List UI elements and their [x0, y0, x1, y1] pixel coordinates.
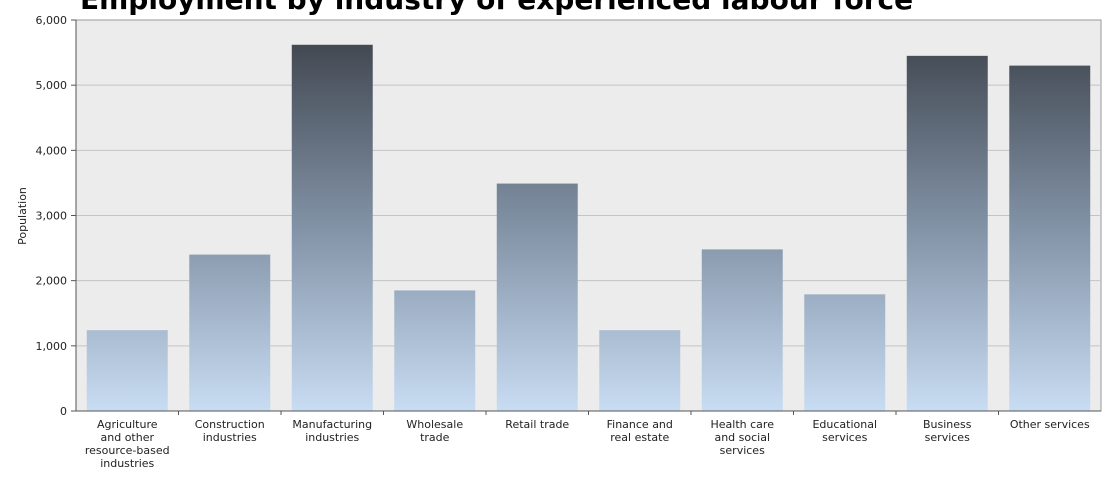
x-axis: Agriculture and other resource-based indust… — [76, 410, 1101, 470]
y-tick-label: 0 — [60, 405, 67, 418]
x-tick-label: Manufacturing industries — [292, 418, 372, 444]
x-tick-label: Agriculture and other resource-based indust… — [85, 418, 170, 470]
y-tick-label: 2,000 — [36, 275, 68, 288]
x-tick-label: Finance and real estate — [607, 418, 673, 444]
y-axis-title: Population — [16, 187, 29, 245]
x-tick-label: Wholesale trade — [406, 418, 463, 444]
bar — [291, 44, 373, 411]
bar — [496, 183, 578, 411]
chart-title: Employment by industry of experienced la… — [80, 0, 913, 16]
x-tick-label: Construction industries — [195, 418, 265, 444]
y-tick-label: 1,000 — [36, 340, 68, 353]
bar — [1009, 65, 1091, 411]
x-tick-label: Retail trade — [505, 418, 569, 431]
bar — [804, 294, 886, 411]
x-tick-label: Business services — [923, 418, 972, 444]
y-axis: 0 1,000 2,000 3,000 4,000 5,000 6,000 — [36, 14, 77, 418]
y-tick-label: 3,000 — [36, 210, 68, 223]
bar — [701, 249, 783, 411]
x-tick-label: Other services — [1010, 418, 1090, 431]
y-tick-label: 6,000 — [36, 14, 68, 27]
bars — [86, 44, 1091, 411]
bar — [394, 290, 476, 411]
y-tick-label: 5,000 — [36, 79, 68, 92]
x-tick-label: Health care and social services — [711, 418, 775, 457]
bar — [906, 55, 988, 411]
bar — [599, 330, 681, 411]
bar — [86, 330, 168, 411]
x-tick-label: Educational services — [812, 418, 877, 444]
y-tick-label: 4,000 — [36, 144, 68, 157]
bar — [189, 254, 271, 411]
